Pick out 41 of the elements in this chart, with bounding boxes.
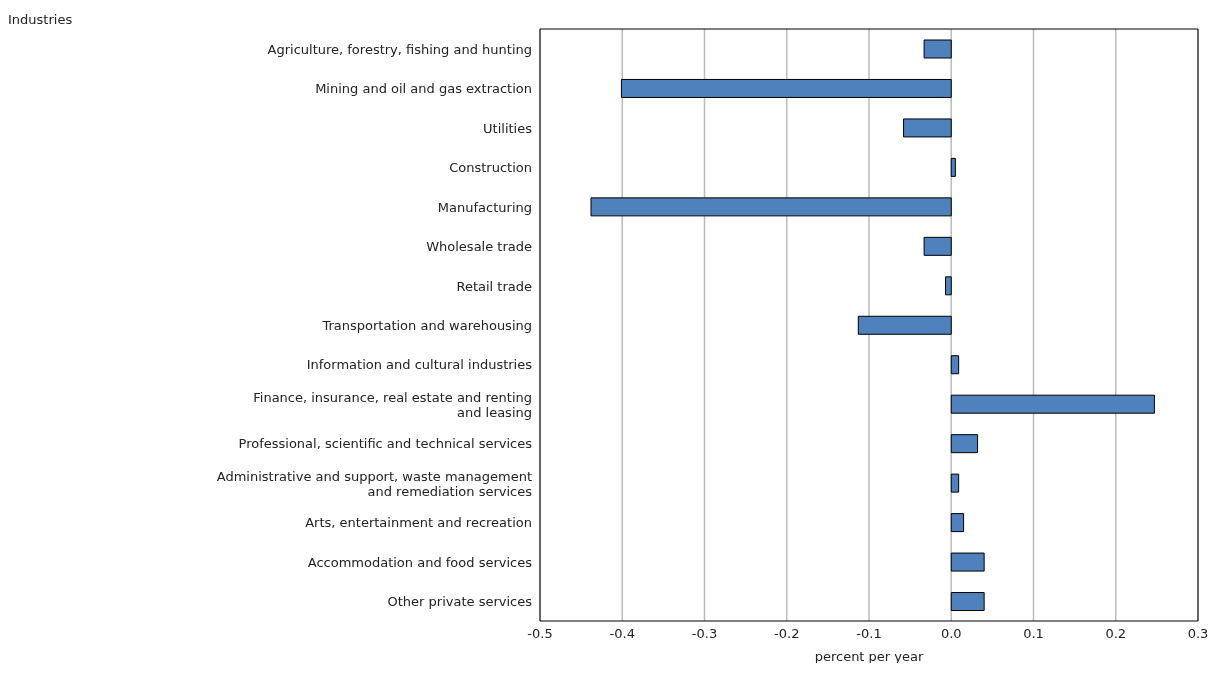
y-tick-label: Manufacturing (437, 199, 532, 215)
bar (923, 39, 952, 59)
bar (950, 592, 985, 612)
bar (950, 473, 960, 493)
x-tick-label: -0.1 (856, 626, 882, 642)
x-axis-title: percent per year (814, 649, 924, 664)
y-tick-label: Information and cultural industries (306, 356, 533, 372)
y-tick-label: Arts, entertainment and recreation (305, 514, 532, 530)
x-tick-label: -0.5 (527, 626, 553, 642)
x-tick-label: 0.3 (1187, 626, 1209, 642)
x-tick-label: -0.4 (609, 626, 635, 642)
y-tick-label: Transportation and warehousing (321, 317, 532, 333)
bar (950, 355, 960, 375)
bar (857, 315, 952, 335)
y-tick-label: Utilities (483, 120, 533, 136)
bar (923, 236, 952, 256)
bar (950, 552, 985, 572)
y-tick-label: Finance, insurance, real estate and renting and leasing (253, 389, 532, 420)
bar (950, 513, 965, 533)
x-tick-label: 0.1 (1023, 626, 1044, 642)
y-tick-label: Administrative and support, waste management and remediation services (216, 468, 533, 499)
y-tick-label: Wholesale trade (426, 238, 532, 254)
bar (903, 118, 952, 138)
y-tick-label: Construction (449, 159, 532, 175)
y-tick-label: Accommodation and food services (307, 554, 533, 570)
y-tick-label: Retail trade (456, 278, 532, 294)
x-tick-label: -0.3 (691, 626, 718, 642)
bar (620, 78, 952, 98)
bar (950, 434, 979, 454)
x-tick-label: 0.2 (1105, 626, 1127, 642)
y-tick-label: Professional, scientific and technical services (238, 435, 533, 451)
bar (950, 157, 956, 177)
x-tick-label: -0.2 (774, 626, 800, 642)
bar (944, 276, 952, 296)
x-tick-label: 0.0 (940, 626, 962, 642)
bar (950, 394, 1155, 414)
bar (590, 197, 952, 217)
text: Industries (8, 12, 73, 27)
y-tick-label: Mining and oil and gas extraction (315, 80, 532, 96)
y-tick-label: Agriculture, forestry, fishing and hunting (267, 41, 532, 57)
y-tick-label: Other private services (387, 593, 533, 609)
